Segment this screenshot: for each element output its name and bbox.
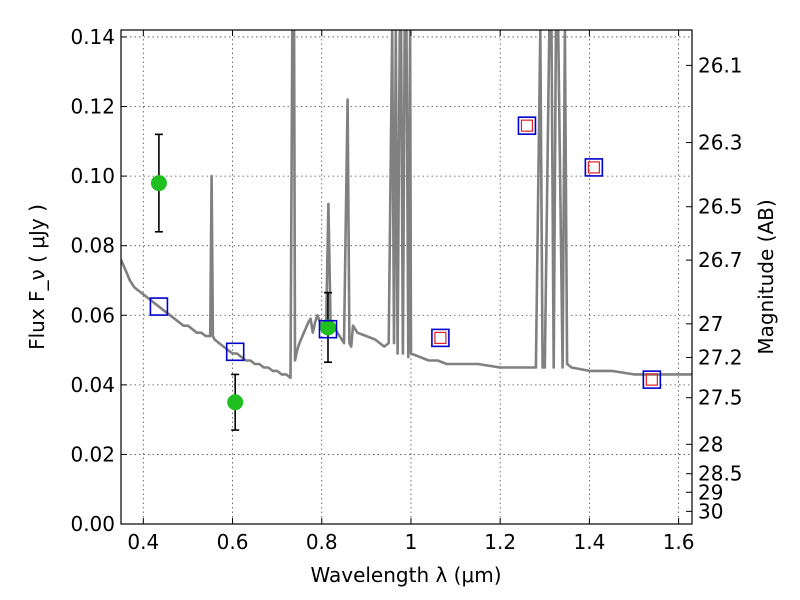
tick-labels: 0.4 0.6 0.8 1 1.2 1.4 1.6 0.00 0.02 0.04 0.06 0.08 0… bbox=[70, 25, 742, 554]
x-tick-label: 0.6 bbox=[217, 530, 249, 554]
y2-tick-label: 26.7 bbox=[698, 248, 743, 272]
model-flux-square bbox=[642, 370, 662, 389]
y2-tick-label: 27 bbox=[698, 312, 723, 336]
y2-tick-label: 26.5 bbox=[698, 195, 743, 219]
x-tick-label: 1 bbox=[405, 530, 418, 554]
model-flux-square bbox=[149, 297, 169, 316]
tick-marks bbox=[121, 30, 692, 525]
model-flux-square bbox=[517, 116, 537, 135]
y-tick-label: 0.14 bbox=[70, 25, 115, 49]
y-tick-label: 0.06 bbox=[70, 303, 115, 327]
x-tick-label: 0.8 bbox=[306, 530, 338, 554]
limit-flux-square bbox=[520, 119, 534, 132]
y2-tick-label: 28 bbox=[698, 432, 723, 456]
y-tick-label: 0.04 bbox=[70, 373, 115, 397]
x-tick-label: 0.4 bbox=[127, 530, 159, 554]
limit-flux-square bbox=[434, 331, 447, 344]
limit-flux-square bbox=[587, 161, 600, 174]
observed-flux-point bbox=[319, 319, 336, 336]
sed-model-line bbox=[121, 30, 692, 380]
model-flux-square bbox=[225, 342, 245, 362]
y2-axis-label: Magnitude (AB) bbox=[754, 199, 778, 354]
y2-tick-label: 30 bbox=[698, 499, 723, 523]
y-tick-label: 0.02 bbox=[70, 442, 115, 466]
x-tick-label: 1.2 bbox=[484, 530, 516, 554]
model-flux-square bbox=[318, 319, 338, 339]
x-axis-label: Wavelength λ (μm) bbox=[310, 563, 501, 587]
observed-flux-point bbox=[227, 394, 244, 411]
y2-tick-label: 26.3 bbox=[698, 131, 743, 155]
y2-tick-label: 27.2 bbox=[698, 345, 743, 369]
model-flux-square bbox=[584, 158, 604, 177]
y2-tick-label: 26.1 bbox=[698, 53, 743, 77]
y-tick-label: 0.10 bbox=[70, 164, 115, 188]
y2-tick-label: 27.5 bbox=[698, 386, 743, 410]
plot-frame bbox=[120, 29, 693, 525]
x-tick-label: 1.4 bbox=[573, 530, 605, 554]
model-flux-square bbox=[431, 328, 450, 348]
y2-tick-label: 28.5 bbox=[698, 462, 743, 486]
x-tick-label: 1.6 bbox=[663, 530, 695, 554]
y2-tick-label: 29 bbox=[698, 480, 723, 504]
observed-flux-point bbox=[150, 175, 167, 192]
y-tick-label: 0.00 bbox=[70, 512, 115, 536]
y-tick-label: 0.08 bbox=[70, 234, 115, 258]
sed-model-layer bbox=[121, 30, 692, 380]
photometry-layer bbox=[149, 116, 662, 431]
limit-flux-square bbox=[645, 373, 658, 386]
y-axis-label: Flux F_ν ( μJy ) bbox=[25, 204, 49, 350]
y-tick-label: 0.12 bbox=[70, 95, 115, 119]
